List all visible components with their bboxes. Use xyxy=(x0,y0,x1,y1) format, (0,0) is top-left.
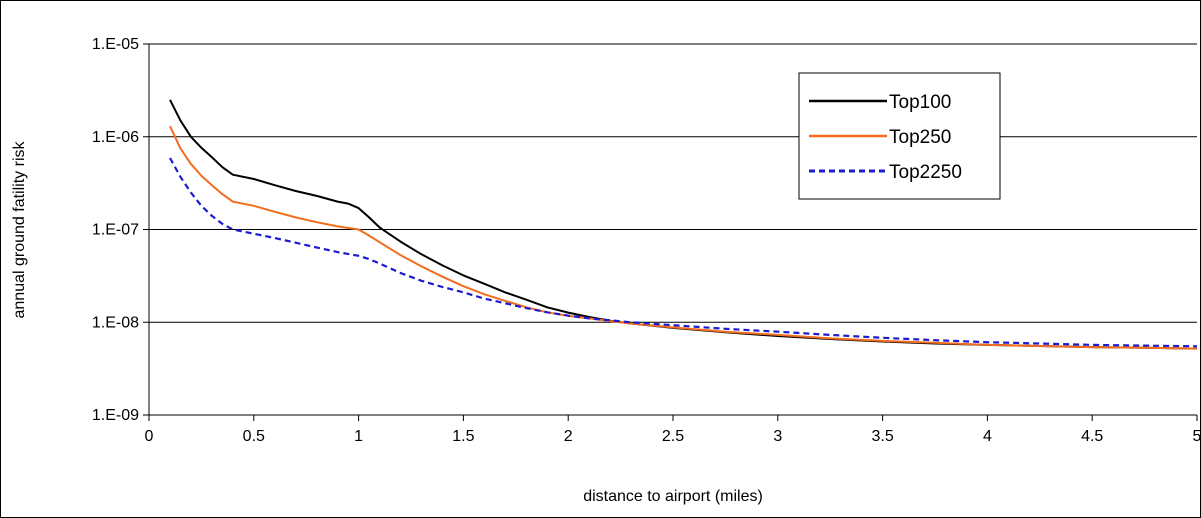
y-tick-label: 1.E-05 xyxy=(92,36,139,53)
x-tick-label: 3.5 xyxy=(871,428,893,445)
y-axis-label: annual ground fatility risk xyxy=(11,141,28,319)
legend-label-top2250: Top2250 xyxy=(889,162,962,183)
y-tick-label: 1.E-09 xyxy=(92,407,139,424)
y-tick-label: 1.E-08 xyxy=(92,314,139,331)
legend: Top100 Top250 Top2250 xyxy=(798,72,1001,200)
legend-label-top250: Top250 xyxy=(889,127,951,148)
x-tick-label: 2 xyxy=(564,428,573,445)
x-tick-label: 2.5 xyxy=(662,428,684,445)
grid-lines xyxy=(149,43,1197,416)
y-tick-label: 1.E-06 xyxy=(92,129,139,146)
x-tick-label: 5 xyxy=(1193,428,1200,445)
series-line-top250 xyxy=(169,125,1198,350)
x-tick-label: 4 xyxy=(983,428,992,445)
x-tick-label: 3 xyxy=(773,428,782,445)
x-tick-label: 1.5 xyxy=(452,428,474,445)
x-tick-label: 1 xyxy=(354,428,363,445)
axes: 1.E-09 1.E-08 1.E-07 1.E-06 1.E-05 0 0.5 1 1.5 2 2… xyxy=(92,36,1200,445)
legend-label-top100: Top100 xyxy=(889,92,951,113)
series-line-top2250 xyxy=(169,157,1198,348)
x-axis-label: distance to airport (miles) xyxy=(583,488,763,505)
x-tick-label: 4.5 xyxy=(1081,428,1103,445)
y-tick-label: 1.E-07 xyxy=(92,222,139,239)
series-lines xyxy=(169,99,1198,350)
x-tick-label: 0.5 xyxy=(243,428,265,445)
x-tick-label: 0 xyxy=(145,428,154,445)
